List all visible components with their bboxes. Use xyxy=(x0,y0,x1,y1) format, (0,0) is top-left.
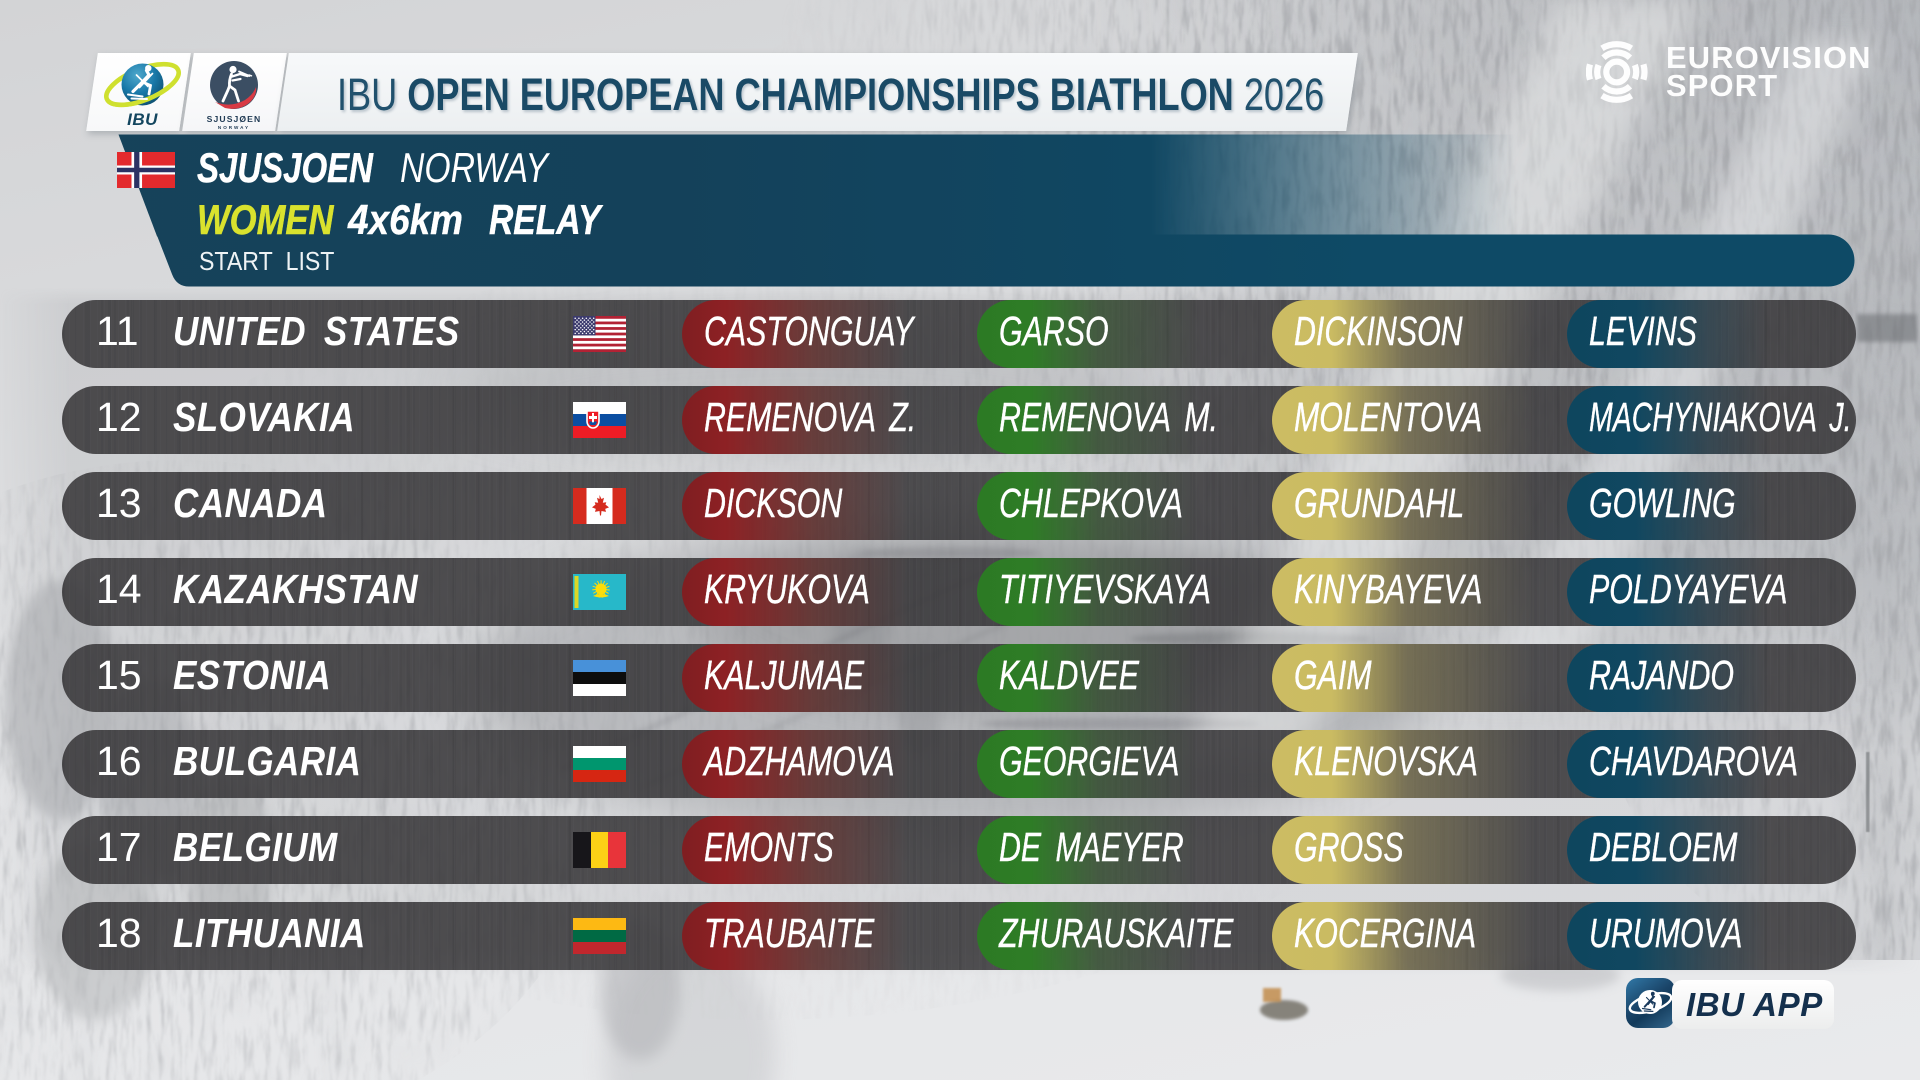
svg-text:NORWAY: NORWAY xyxy=(218,125,250,130)
svg-text:SJUSJØEN: SJUSJØEN xyxy=(207,114,262,124)
svg-text:IBU: IBU xyxy=(127,110,158,129)
